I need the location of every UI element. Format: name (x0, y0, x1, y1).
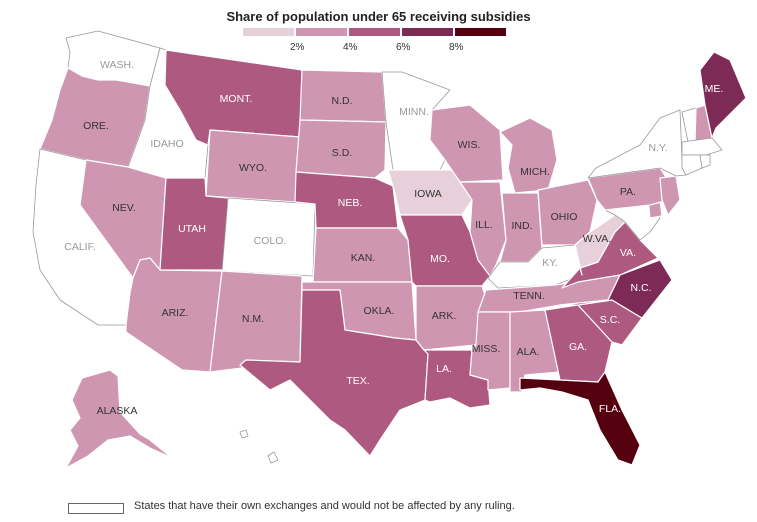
state-hawaii[interactable] (267, 451, 279, 464)
label-california: CALIF. (64, 241, 96, 253)
label-oregon: ORE. (83, 120, 109, 132)
state-new-york[interactable] (587, 109, 687, 179)
state-alaska[interactable] (65, 369, 173, 469)
label-minnesota: MINN. (399, 106, 429, 118)
label-alabama: ALA. (517, 346, 540, 358)
state-connecticut[interactable] (681, 154, 703, 176)
label-nebraska: NEB. (338, 197, 363, 209)
label-wisconsin: WIS. (458, 139, 481, 151)
label-west-virginia: W.VA. (583, 233, 611, 245)
state-pennsylvania[interactable] (587, 167, 669, 211)
label-oklahoma: OKLA. (364, 305, 395, 317)
label-arkansas: ARK. (432, 310, 457, 322)
state-wisconsin[interactable] (429, 104, 504, 183)
label-nevada: NEV. (112, 202, 136, 214)
label-colorado: COLO. (254, 235, 287, 247)
state-west-virginia[interactable] (574, 214, 626, 276)
label-montana: MONT. (220, 93, 253, 105)
label-idaho: IDAHO (150, 138, 183, 150)
state-massachusetts[interactable] (681, 137, 723, 156)
label-alaska: ALASKA (97, 405, 138, 417)
legend-swatch-3 (349, 28, 400, 36)
label-mississippi: MISS. (472, 343, 501, 355)
label-kansas: KAN. (351, 252, 376, 264)
label-michigan: MICH. (520, 166, 550, 178)
state-hawaii-island[interactable] (239, 429, 249, 439)
label-texas: TEX. (346, 375, 369, 387)
legend-swatch-5 (455, 28, 506, 36)
state-michigan[interactable] (499, 117, 558, 194)
legend-tick-2: 2% (290, 42, 305, 53)
label-indiana: IND. (512, 220, 533, 232)
label-virginia: VA. (620, 247, 636, 259)
legend-tick-6: 6% (396, 42, 411, 53)
label-arizona: ARIZ. (162, 307, 189, 319)
map-title: Share of population under 65 receiving s… (226, 9, 531, 24)
label-iowa: IOWA (414, 188, 442, 200)
state-new-jersey[interactable] (659, 175, 681, 216)
label-kentucky: KY. (542, 257, 558, 269)
label-new-mexico: N.M. (242, 313, 264, 325)
legend-color-scale: 2% 4% 6% 8% (243, 28, 523, 54)
label-wyoming: WYO. (239, 162, 267, 174)
label-maine: ME. (705, 83, 724, 95)
own-exchange-note: States that have their own exchanges and… (134, 500, 515, 512)
legend-swatch-4 (402, 28, 453, 36)
legend-tick-8: 8% (449, 42, 464, 53)
label-utah: UTAH (178, 223, 206, 235)
label-south-dakota: S.D. (332, 147, 352, 159)
label-pennsylvania: PA. (620, 186, 636, 198)
state-missouri[interactable] (399, 214, 491, 287)
state-texas[interactable] (239, 289, 429, 457)
label-ohio: OHIO (551, 211, 578, 223)
state-maine[interactable] (699, 51, 747, 139)
state-vermont[interactable] (681, 107, 697, 143)
label-tennessee: TENN. (513, 290, 545, 302)
label-louisiana: LA. (436, 363, 452, 375)
label-new-york: N.Y. (648, 142, 667, 154)
legend-swatch-1 (243, 28, 294, 36)
legend-swatch-2 (296, 28, 347, 36)
label-north-dakota: N.D. (332, 95, 353, 107)
label-georgia: GA. (569, 341, 587, 353)
label-washington: WASH. (100, 59, 134, 71)
label-illinois: ILL. (475, 219, 493, 231)
state-north-carolina[interactable] (559, 259, 673, 319)
legend-tick-4: 4% (343, 42, 358, 53)
label-florida: FLA. (599, 403, 621, 415)
state-florida[interactable] (519, 371, 641, 466)
own-exchange-swatch (68, 503, 124, 514)
state-south-dakota[interactable] (295, 119, 387, 179)
label-south-carolina: S.C. (600, 314, 620, 326)
label-north-carolina: N.C. (631, 282, 652, 294)
label-missouri: MO. (430, 253, 450, 265)
state-rhode-island[interactable] (699, 154, 711, 169)
